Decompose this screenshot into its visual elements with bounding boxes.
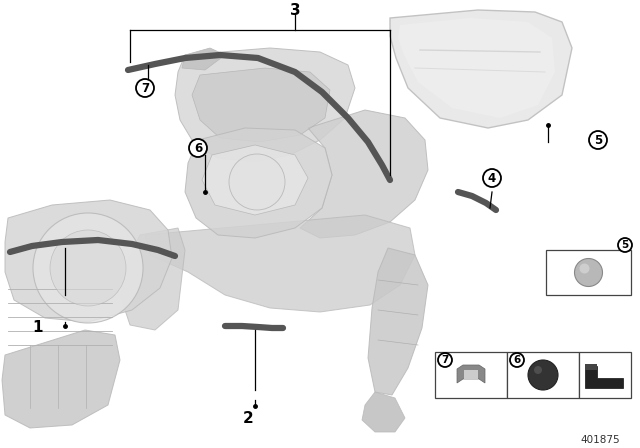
Polygon shape xyxy=(185,128,332,238)
Polygon shape xyxy=(398,18,555,118)
Polygon shape xyxy=(5,200,172,322)
Text: 5: 5 xyxy=(621,240,628,250)
Text: 4: 4 xyxy=(488,172,496,185)
Text: 3: 3 xyxy=(290,3,300,17)
Circle shape xyxy=(579,263,589,273)
Text: 7: 7 xyxy=(442,355,449,365)
Circle shape xyxy=(136,79,154,97)
Bar xyxy=(546,250,631,295)
Text: 7: 7 xyxy=(141,82,149,95)
Polygon shape xyxy=(2,330,120,428)
Polygon shape xyxy=(464,370,478,379)
Circle shape xyxy=(589,131,607,149)
Polygon shape xyxy=(145,215,415,312)
Bar xyxy=(507,352,579,398)
Polygon shape xyxy=(585,366,623,388)
Text: 5: 5 xyxy=(594,134,602,146)
Bar xyxy=(435,352,507,398)
Circle shape xyxy=(534,366,542,374)
Polygon shape xyxy=(175,48,355,162)
Circle shape xyxy=(189,139,207,157)
Circle shape xyxy=(528,360,558,390)
Circle shape xyxy=(575,258,602,287)
Text: 6: 6 xyxy=(194,142,202,155)
Circle shape xyxy=(229,154,285,210)
Circle shape xyxy=(510,353,524,367)
Text: 1: 1 xyxy=(33,320,44,336)
Polygon shape xyxy=(192,68,330,142)
Circle shape xyxy=(33,213,143,323)
Text: 6: 6 xyxy=(513,355,520,365)
Polygon shape xyxy=(182,48,225,70)
Bar xyxy=(585,364,597,370)
Circle shape xyxy=(50,230,126,306)
Circle shape xyxy=(483,169,501,187)
Circle shape xyxy=(618,238,632,252)
Polygon shape xyxy=(120,228,185,330)
Text: 401875: 401875 xyxy=(580,435,620,445)
Polygon shape xyxy=(202,145,308,215)
Text: 2: 2 xyxy=(243,410,253,426)
Circle shape xyxy=(438,353,452,367)
Polygon shape xyxy=(362,392,405,432)
Polygon shape xyxy=(300,110,428,238)
Polygon shape xyxy=(390,10,572,128)
Polygon shape xyxy=(368,248,428,395)
Bar xyxy=(579,352,631,398)
Polygon shape xyxy=(457,365,485,383)
